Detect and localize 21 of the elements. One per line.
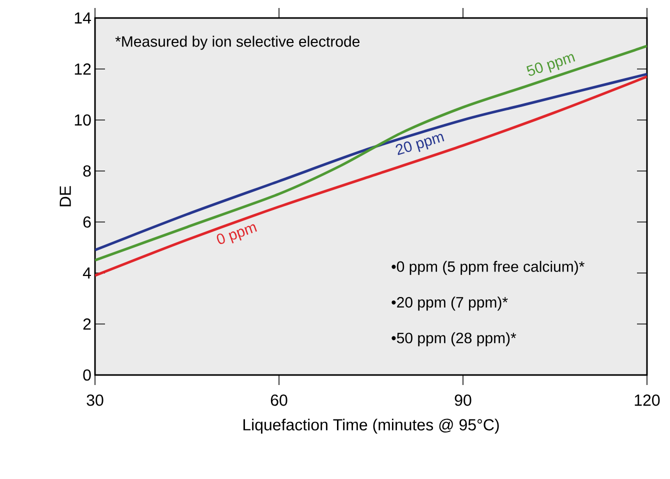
y-tick-label: 10 <box>74 114 91 126</box>
y-axis-title: DE <box>60 186 71 206</box>
y-tick-label: 14 <box>74 12 91 24</box>
x-tick-label: 120 <box>634 394 660 406</box>
annotation: •50 ppm (28 ppm)* <box>392 332 516 346</box>
annotation: *Measured by ion selective electrode <box>115 36 360 50</box>
y-tick-label: 2 <box>83 318 91 330</box>
annotation: •0 ppm (5 ppm free calcium)* <box>392 260 584 275</box>
x-tick-label: 30 <box>86 394 104 406</box>
text: 50 ppm <box>526 54 576 76</box>
y-tick-label: 6 <box>83 216 91 228</box>
x-axis-title: Liquefaction Time (minutes @ 95°C) <box>243 418 499 434</box>
text: 20 ppm <box>396 134 444 156</box>
text: 0 ppm <box>216 224 257 244</box>
y-tick-label: 4 <box>82 267 91 278</box>
y-tick-label: 0 <box>83 369 91 381</box>
annotation: •20 ppm (7 ppm)* <box>392 296 508 311</box>
x-tick-label: 90 <box>454 394 472 406</box>
y-tick-label: 12 <box>74 63 91 75</box>
y-tick-label: 8 <box>83 165 91 177</box>
x-tick-label: 60 <box>270 394 288 406</box>
